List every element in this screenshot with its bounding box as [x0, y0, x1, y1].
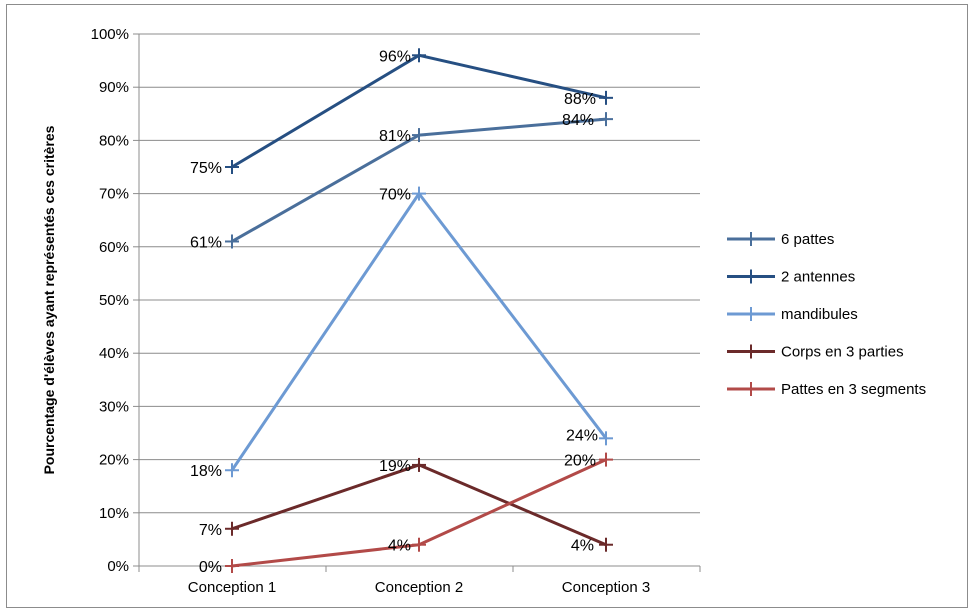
data-label: 0% [199, 559, 222, 576]
data-point-marker [412, 128, 426, 143]
legend-item: Pattes en 3 segments [727, 381, 926, 398]
data-label: 18% [190, 463, 222, 480]
data-label: 88% [564, 91, 596, 108]
y-tick-label: 20% [99, 452, 129, 469]
data-label: 20% [564, 453, 596, 470]
y-tick-label: 100% [91, 26, 129, 43]
data-label: 84% [562, 112, 594, 129]
data-point-marker [412, 186, 426, 201]
y-tick-label: 10% [99, 505, 129, 522]
data-label: 19% [379, 458, 411, 475]
data-label: 81% [379, 128, 411, 145]
data-point-marker [412, 457, 426, 472]
data-label: 24% [566, 427, 598, 444]
y-tick-label: 50% [99, 292, 129, 309]
legend-label: Corps en 3 parties [781, 344, 904, 361]
legend-label: 2 antennes [781, 269, 855, 286]
legend: 6 pattes 2 antennes mandibules Corps en 3 p… [727, 231, 926, 398]
data-point-marker [599, 431, 613, 446]
y-axis-label: Pourcentage d'élèves ayant représentés c… [41, 125, 57, 474]
data-point-marker [225, 559, 239, 573]
y-tick-label: 70% [99, 186, 129, 203]
y-tick-labels: 0% 10% 20% 30% 40% 50% 60% 70% 80% 90% 100% [91, 26, 129, 575]
y-tick-label: 30% [99, 398, 129, 415]
x-tick-label: Conception 3 [562, 579, 650, 596]
data-point-marker [599, 537, 613, 552]
data-label: 70% [379, 187, 411, 204]
data-label: 61% [190, 234, 222, 251]
legend-item: Corps en 3 parties [727, 344, 904, 361]
legend-label: Pattes en 3 segments [781, 381, 926, 398]
x-tick-label: Conception 1 [188, 579, 276, 596]
legend-item: 6 pattes [727, 231, 834, 248]
chart-frame [6, 4, 968, 608]
legend-label: 6 pattes [781, 231, 834, 248]
data-label: 75% [190, 160, 222, 177]
data-point-marker [599, 90, 613, 105]
legend-item: 2 antennes [727, 269, 855, 286]
data-labels: 61% 81% 84% 75% 96% 88% 18% 70% 24% 7% 19% 4% 0% 4% 20… [190, 48, 598, 576]
data-label: 96% [379, 48, 411, 65]
series-line-3 [231, 463, 607, 547]
y-tick-label: 90% [99, 79, 129, 96]
y-tick-label: 40% [99, 345, 129, 362]
data-point-marker [225, 521, 239, 536]
legend-label: mandibules [781, 306, 858, 323]
data-point-marker [412, 537, 426, 552]
series-line-2 [230, 192, 608, 472]
data-point-marker [225, 234, 239, 249]
data-label: 4% [571, 538, 594, 555]
data-point-marker [412, 48, 426, 63]
series-lines [225, 48, 613, 573]
x-tick-labels: Conception 1 Conception 2 Conception 3 [188, 579, 650, 596]
gridlines [139, 33, 700, 514]
y-tick-label: 0% [107, 558, 129, 575]
y-tick-label: 80% [99, 132, 129, 149]
data-point-marker [599, 452, 613, 467]
data-point-marker [225, 160, 239, 174]
data-label: 4% [388, 538, 411, 555]
data-point-marker [225, 463, 239, 478]
legend-item: mandibules [727, 306, 858, 323]
x-tick-label: Conception 2 [375, 579, 463, 596]
series-line-1 [231, 53, 607, 169]
y-tick-label: 60% [99, 239, 129, 256]
data-label: 7% [199, 522, 222, 539]
data-point-marker [599, 112, 613, 127]
axes [133, 33, 701, 572]
